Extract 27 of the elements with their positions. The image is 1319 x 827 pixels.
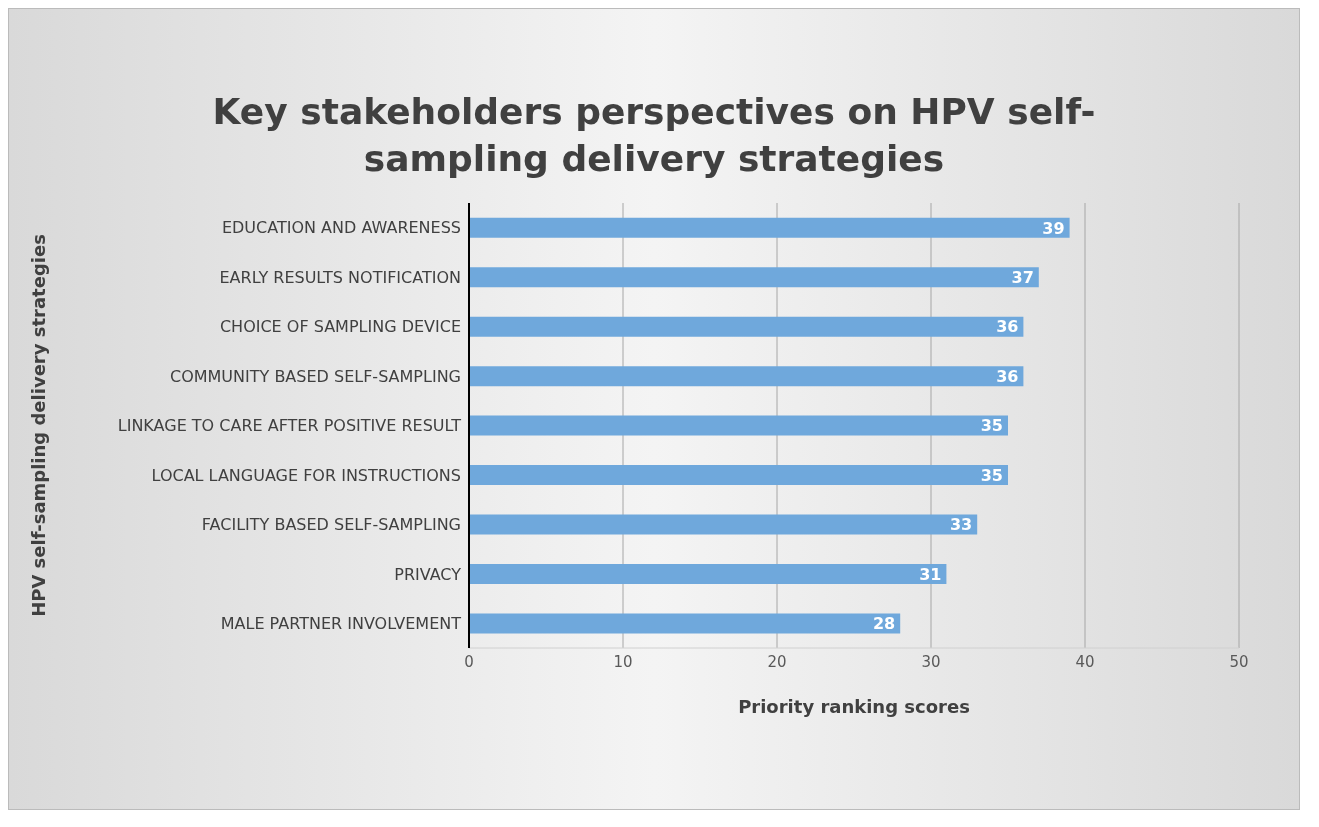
data-label: 28 xyxy=(872,613,896,633)
y-tick-label: FACILITY BASED SELF-SAMPLING xyxy=(201,514,461,534)
x-axis-title: Priority ranking scores xyxy=(738,695,970,717)
data-label: 35 xyxy=(980,465,1003,485)
y-tick-label: COMMUNITY BASED SELF-SAMPLING xyxy=(169,366,461,386)
y-tick-label: LINKAGE TO CARE AFTER POSITIVE RESULT xyxy=(117,415,462,435)
y-tick-label: LOCAL LANGUAGE FOR INSTRUCTIONS xyxy=(151,465,461,485)
y-tick-label: EDUCATION AND AWARENESS xyxy=(221,218,461,237)
x-tick-label: 0 xyxy=(464,652,474,671)
y-tick-label: CHOICE OF SAMPLING DEVICE xyxy=(219,316,461,336)
x-tick-label: 40 xyxy=(1075,652,1095,671)
data-label: 31 xyxy=(919,564,942,584)
y-tick-label: EARLY RESULTS NOTIFICATION xyxy=(219,267,461,287)
x-tick-label: 10 xyxy=(613,652,633,671)
data-label: 35 xyxy=(980,415,1003,435)
data-label: 39 xyxy=(1042,218,1065,238)
chart-title: Key stakeholders perspectives on HPV self-sampling delivery strategies xyxy=(211,90,1097,181)
data-label: 33 xyxy=(949,514,973,534)
data-label: 36 xyxy=(996,366,1019,386)
x-tick-label: 50 xyxy=(1229,652,1249,671)
y-tick-label: PRIVACY xyxy=(394,564,462,584)
y-axis-title: HPV self-sampling delivery strategies xyxy=(28,233,50,617)
data-label: 36 xyxy=(996,317,1019,336)
y-tick-label: MALE PARTNER INVOLVEMENT xyxy=(220,613,462,633)
data-label: 37 xyxy=(1011,267,1034,287)
x-tick-label: 20 xyxy=(767,652,787,671)
x-tick-label: 30 xyxy=(921,652,941,671)
